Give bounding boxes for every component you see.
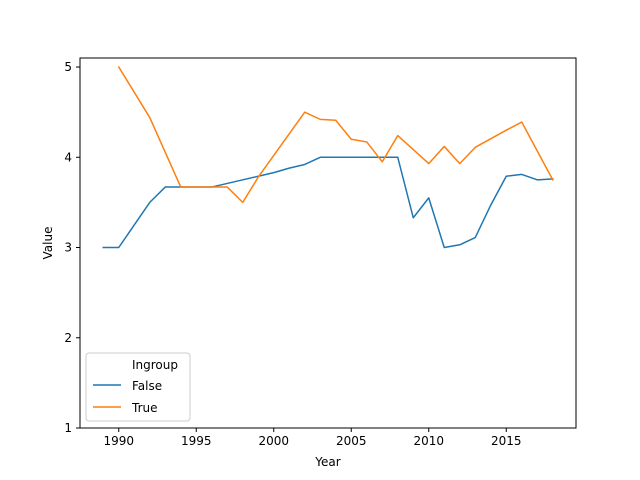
y-tick-label: 1 (64, 421, 72, 435)
legend-title: Ingroup (132, 358, 178, 372)
x-tick-label: 1995 (181, 434, 212, 448)
legend-box (85, 352, 191, 422)
y-axis: 1 2 3 4 5 (64, 60, 80, 435)
x-tick-label: 2010 (413, 434, 444, 448)
x-tick-label: 1990 (103, 434, 134, 448)
legend-label-false: False (132, 379, 162, 393)
x-axis-title: Year (314, 455, 340, 469)
y-tick-label: 3 (64, 241, 72, 255)
y-tick-label: 2 (64, 331, 72, 345)
legend: Ingroup False True (85, 352, 191, 422)
axes-frame (79, 57, 577, 429)
x-tick-label: 2015 (491, 434, 522, 448)
x-tick-label: 2005 (336, 434, 367, 448)
legend-label-true: True (131, 401, 158, 415)
y-tick-label: 4 (64, 150, 72, 164)
y-axis-title: Value (41, 227, 55, 260)
x-tick-label: 2000 (258, 434, 289, 448)
plot-lines (102, 65, 554, 249)
series-line-true (117, 65, 554, 204)
y-tick-label: 5 (64, 60, 72, 74)
series-line-false (102, 156, 554, 249)
x-axis: 1990 1995 2000 2005 2010 2015 (103, 428, 522, 448)
